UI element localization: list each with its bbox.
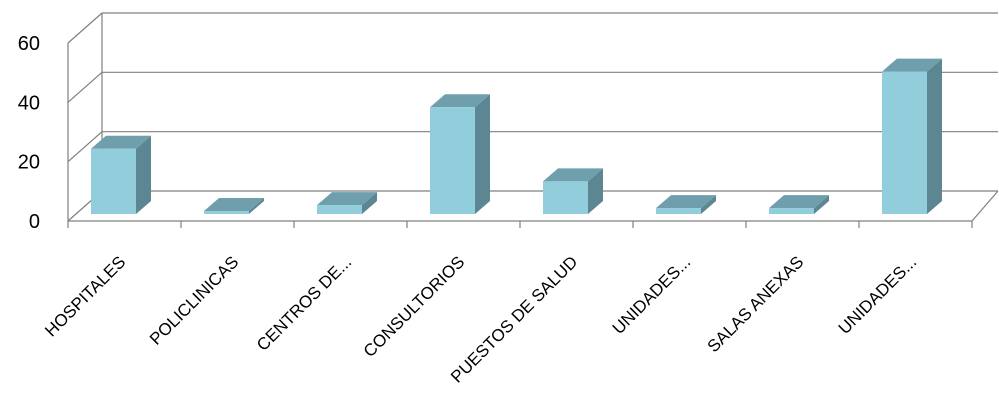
bar-front (204, 211, 249, 214)
bar-top (204, 198, 264, 211)
category-label: POLICLINICAS (146, 252, 242, 348)
y-tick-label: 0 (29, 211, 40, 233)
bar-top (882, 58, 942, 72)
bar-side (362, 192, 377, 214)
bar-side (814, 195, 829, 214)
bar-side (588, 168, 603, 214)
bar-front (543, 181, 588, 214)
bar-front (91, 148, 136, 214)
bar-top (656, 195, 716, 209)
category-label: CONSULTORIOS (360, 252, 469, 361)
category-label: PUESTOS DE SALUD (447, 252, 581, 386)
category-labels: HOSPITALES POLICLINICAS CENTROS DE... CONSU… (41, 252, 920, 386)
y-tick-label: 20 (18, 152, 40, 174)
bars (91, 58, 942, 214)
bar (882, 58, 942, 214)
bar-side (249, 198, 264, 214)
category-label: CENTROS DE... (253, 252, 355, 354)
gridlines (67, 12, 998, 222)
bar (769, 195, 829, 214)
category-label: SALAS ANEXAS (704, 252, 808, 356)
bar-top (317, 192, 377, 206)
y-tick-label: 60 (18, 33, 40, 55)
bar-top (543, 168, 603, 182)
gridline-side (67, 12, 103, 44)
category-label: UNIDADES... (835, 252, 921, 338)
bar-side (136, 135, 151, 214)
y-tick-labels: 0 20 40 60 (18, 33, 40, 233)
bar (317, 192, 377, 214)
gridline-side (67, 131, 103, 163)
bar-top (430, 94, 490, 108)
bar (656, 195, 716, 214)
category-label: HOSPITALES (41, 252, 129, 340)
bar (430, 94, 490, 214)
bar-side (927, 58, 942, 214)
gridline-side (67, 71, 103, 103)
bar-top (91, 135, 151, 149)
floor-edge (971, 190, 999, 222)
bar-top (769, 195, 829, 209)
bar-front (430, 107, 475, 214)
bar (204, 198, 264, 214)
bar-front (769, 208, 814, 214)
category-label: UNIDADES... (609, 252, 695, 338)
bar-side (475, 94, 490, 214)
bar-side (701, 195, 716, 214)
bar-front (317, 205, 362, 214)
bar (543, 168, 603, 214)
bar-front (656, 208, 701, 214)
y-tick-label: 40 (18, 92, 40, 114)
bar-front (882, 71, 927, 214)
axes (67, 43, 999, 228)
bar (91, 135, 151, 214)
